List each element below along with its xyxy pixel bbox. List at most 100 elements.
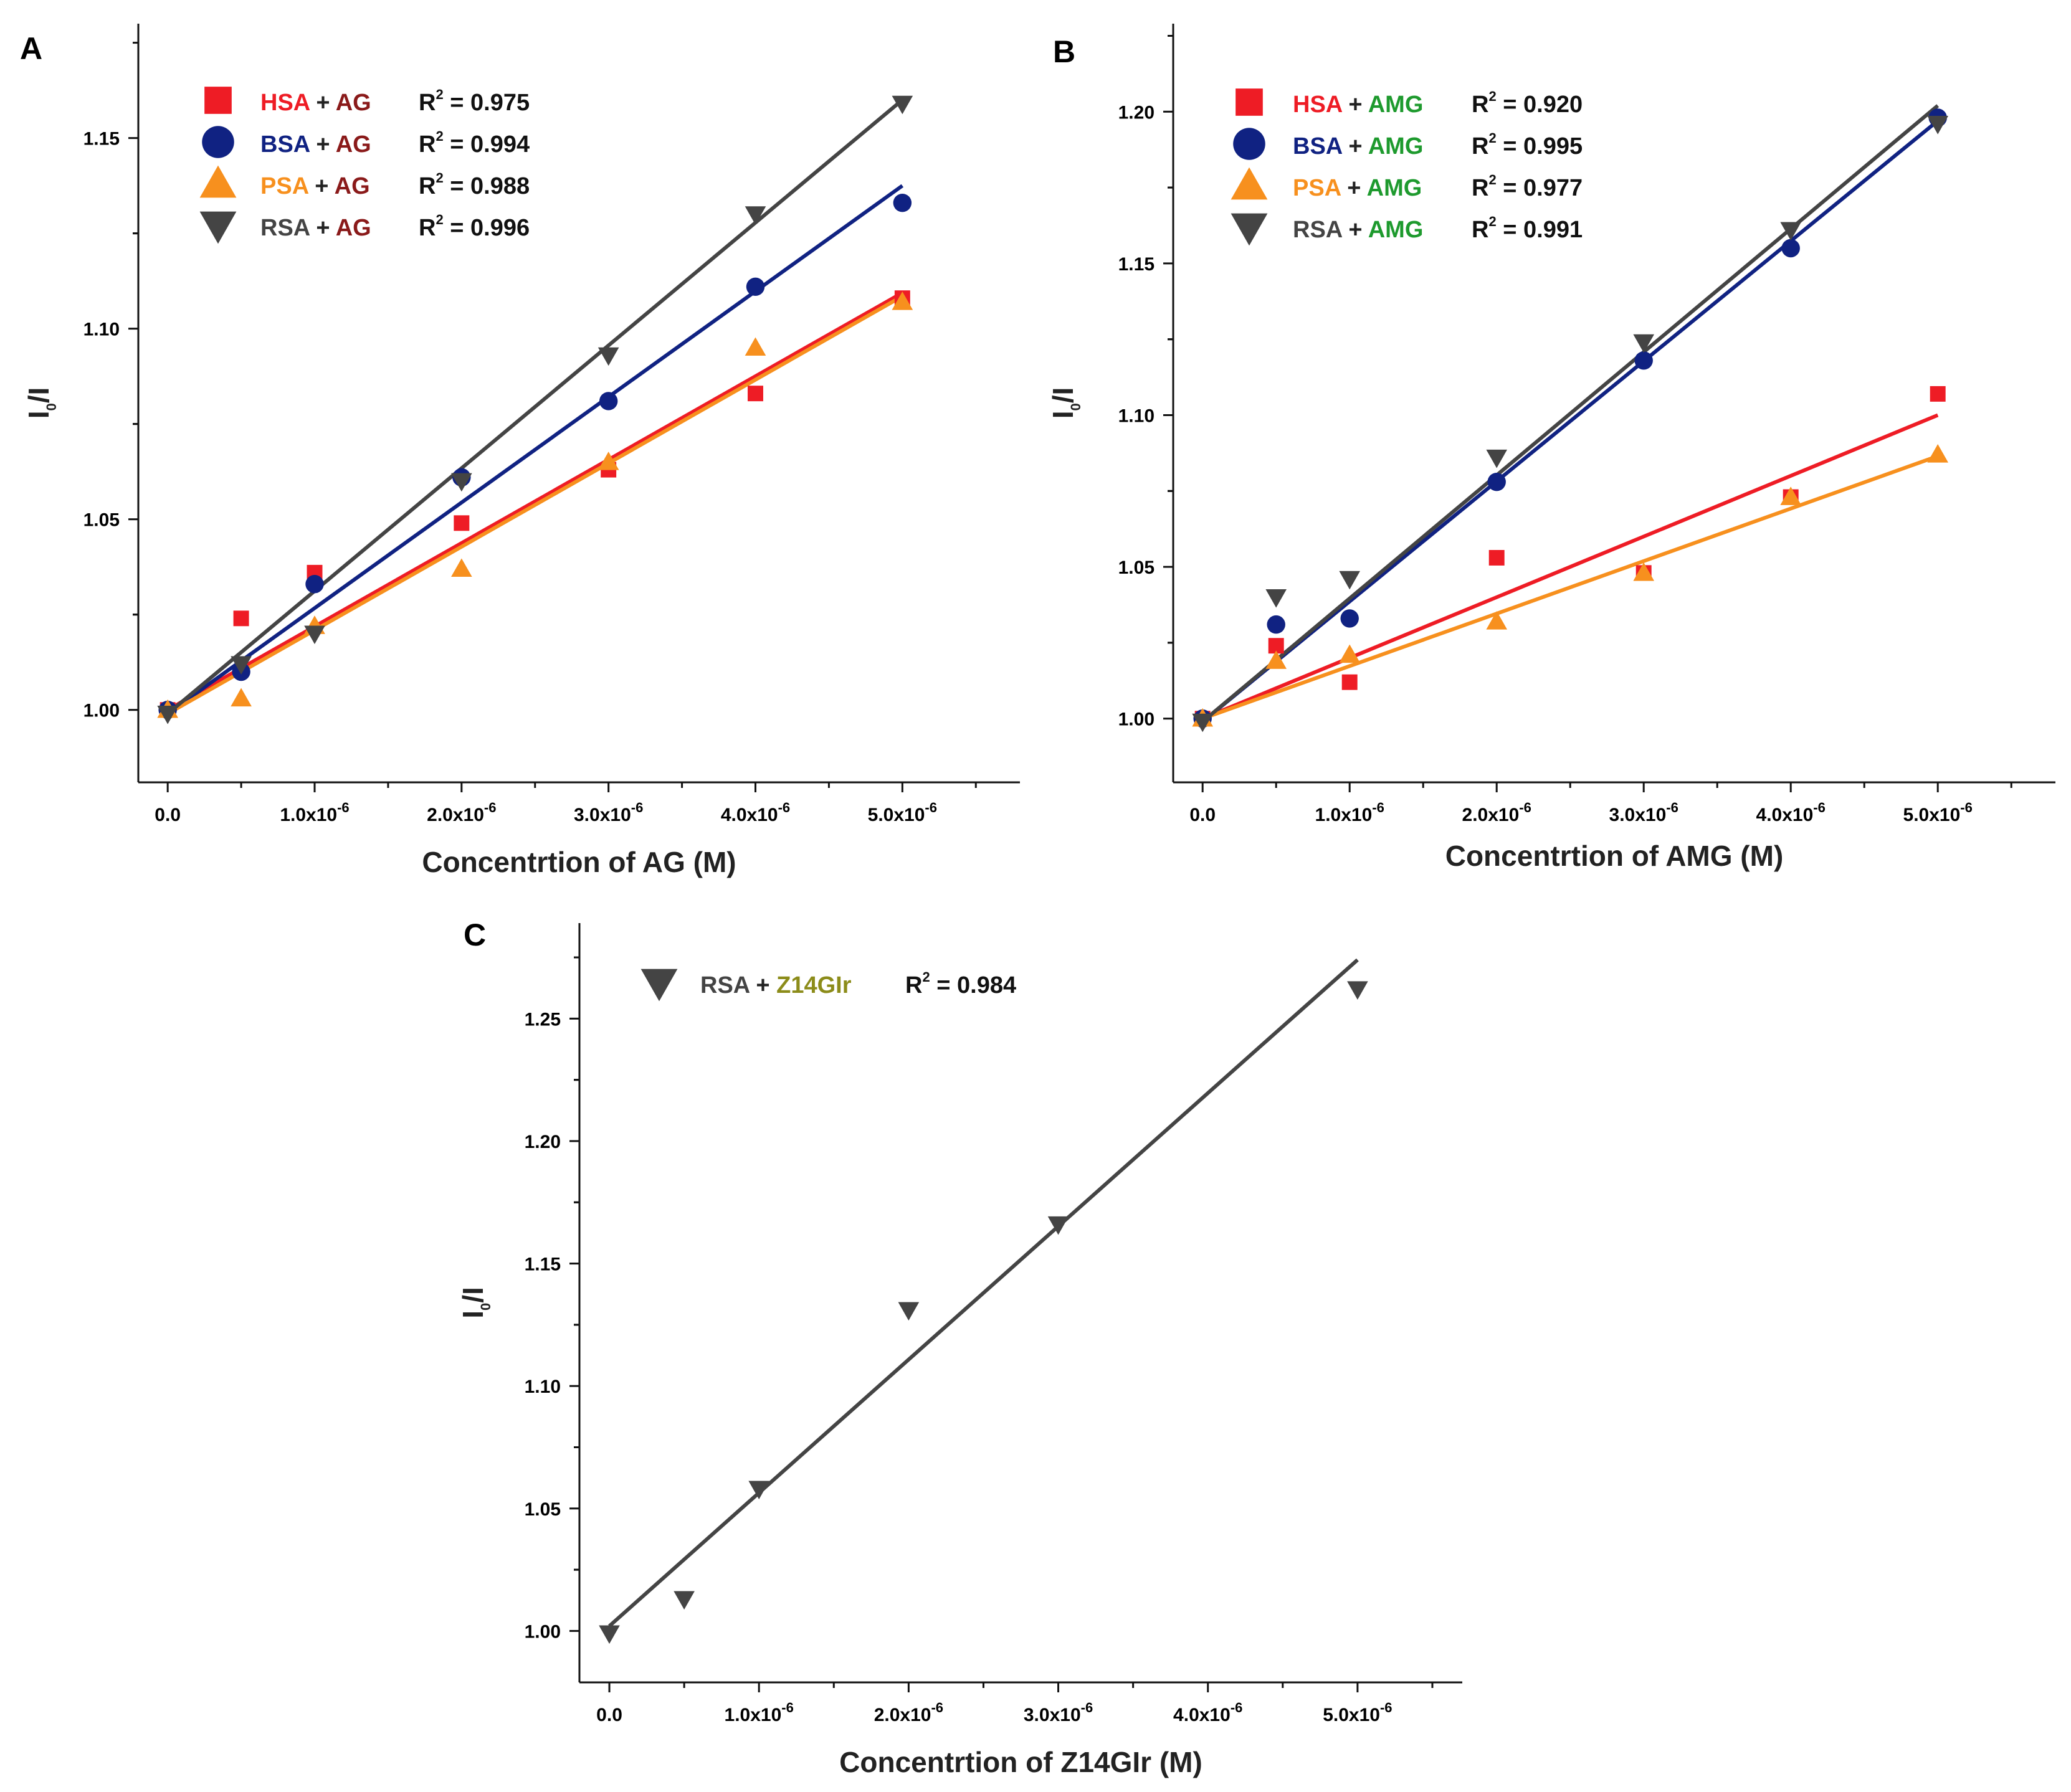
y-axis-label: I0/I (1047, 387, 1083, 419)
fit-line-hsa (1202, 413, 1939, 721)
y-tick-label: 1.15 (1118, 254, 1155, 275)
legend-r2-rsa: R2 = 0.984 (905, 969, 1016, 998)
y-tick-label: 1.00 (525, 1621, 561, 1642)
fit-line-rsa (166, 98, 904, 716)
y-tick-label: 1.10 (1118, 405, 1155, 426)
legend-r2-bsa: R2 = 0.995 (1472, 130, 1583, 159)
legend-marker-hsa (1235, 88, 1263, 116)
data-point-psa (231, 688, 252, 707)
legend-r2-rsa: R2 = 0.991 (1472, 214, 1583, 243)
legend-marker-bsa (202, 126, 234, 158)
legend-marker-hsa (204, 87, 232, 114)
fit-line-rsa (608, 958, 1359, 1628)
panel-c: C 0.0 1.0x10-6 2.0x10-6 3.0x10-6 4.0x10-6 5.0x… (457, 917, 1462, 1778)
panel-b: B 0.0 1.0x10-6 2.0x10-6 3.0x10-6 4.0x10-6 5.0x… (1047, 24, 2055, 872)
y-axis-label: I0/I (22, 387, 59, 419)
legend-r2-psa: R2 = 0.977 (1472, 172, 1583, 201)
legend-marker-rsa (1231, 213, 1268, 246)
panel-letter: B (1053, 34, 1075, 69)
data-point-rsa (599, 1625, 620, 1644)
legend-r2-psa: R2 = 0.988 (419, 170, 530, 199)
data-point-psa (1927, 444, 1948, 463)
x-tick-label: 0.0 (155, 805, 181, 825)
legend: RSA + Z14GIr R2 = 0.984 (640, 969, 1016, 1002)
data-point-rsa (231, 656, 252, 675)
panel-letter: A (20, 31, 42, 66)
data-point-hsa (1930, 386, 1946, 402)
legend-marker-bsa (1233, 128, 1265, 160)
data-point-rsa (1339, 571, 1360, 590)
legend: HSA + AMG R2 = 0.920 BSA + AMG R2 = 0.995 PS… (1231, 88, 1583, 246)
y-axis-label: I0/I (457, 1287, 493, 1319)
x-tick-label: 3.0x10-6 (1609, 800, 1678, 825)
y-tick-label: 1.20 (1118, 102, 1155, 123)
data-point-rsa (1192, 713, 1213, 732)
fit-line-hsa (166, 291, 903, 712)
legend: HSA + AG R2 = 0.975 BSA + AG R2 = 0.994 PSA … (199, 87, 530, 244)
legend-marker-psa (1231, 167, 1268, 200)
x-tick-label: 0.0 (1189, 805, 1216, 825)
data-point-rsa (892, 95, 913, 115)
data-point-psa (1780, 486, 1801, 505)
legend-r2-bsa: R2 = 0.994 (419, 128, 530, 158)
data-point-bsa (1634, 351, 1653, 370)
y-tick-label: 1.10 (83, 320, 120, 340)
y-tick-label: 1.05 (1118, 557, 1155, 578)
data-point-bsa (1267, 615, 1285, 634)
y-tick-label: 1.00 (1118, 709, 1155, 730)
legend-label-hsa: HSA + AG (260, 90, 371, 116)
data-point-hsa (748, 386, 763, 402)
legend-marker-rsa (199, 211, 237, 244)
x-tick-label: 2.0x10-6 (1462, 800, 1531, 825)
legend-label-bsa: BSA + AG (260, 131, 371, 158)
fit-line-psa (166, 295, 903, 716)
data-point-bsa (746, 277, 765, 296)
legend-label-bsa: BSA + AMG (1293, 133, 1423, 159)
y-tick-label: 1.15 (83, 129, 120, 149)
data-point-rsa (1047, 1216, 1069, 1235)
fit-line-bsa (1201, 119, 1940, 723)
data-point-psa (1265, 650, 1287, 669)
x-tick-label: 1.0x10-6 (1315, 800, 1384, 825)
x-tick-label: 4.0x10-6 (1756, 800, 1826, 825)
x-tick-label: 2.0x10-6 (427, 800, 496, 825)
data-point-rsa (1486, 449, 1507, 468)
x-tick-label: 0.0 (596, 1705, 622, 1725)
x-tick-label: 1.0x10-6 (725, 1700, 794, 1725)
x-tick-label: 4.0x10-6 (1173, 1700, 1242, 1725)
data-point-psa (745, 337, 766, 356)
legend-label-rsa: RSA + AG (260, 215, 371, 241)
x-tick-label: 2.0x10-6 (874, 1700, 943, 1725)
y-tick-label: 1.15 (525, 1254, 561, 1275)
data-point-rsa (1347, 981, 1368, 1000)
data-point-psa (597, 452, 619, 470)
legend-label-rsa: RSA + Z14GIr (700, 972, 852, 998)
legend-r2-rsa: R2 = 0.996 (419, 212, 530, 241)
data-point-rsa (1633, 334, 1654, 353)
data-point-bsa (893, 193, 912, 212)
data-point-rsa (304, 625, 325, 645)
data-point-hsa (454, 515, 470, 531)
legend-marker-rsa (640, 969, 678, 1002)
data-point-rsa (451, 473, 472, 492)
x-axis-label: Concentrtion of Z14GIr (M) (839, 1746, 1202, 1778)
data-point-psa (892, 292, 913, 310)
x-tick-label: 5.0x10-6 (1903, 800, 1973, 825)
data-point-hsa (1488, 549, 1505, 566)
data-point-hsa (233, 610, 249, 627)
data-point-rsa (157, 706, 178, 724)
panel-letter: C (464, 917, 486, 952)
fit-line-rsa (1201, 104, 1940, 723)
y-tick-label: 1.05 (83, 510, 120, 531)
x-tick-label: 3.0x10-6 (1024, 1700, 1093, 1725)
fit-line-psa (1202, 454, 1939, 721)
legend-r2-hsa: R2 = 0.920 (1472, 88, 1583, 118)
legend-label-psa: PSA + AMG (1293, 175, 1422, 201)
data-point-bsa (1781, 239, 1800, 258)
panel-a: A 0.0 1.0x10-6 2.0x10-6 3.0x10-6 4.0x10-6 5.0x… (20, 24, 1020, 878)
x-tick-label: 1.0x10-6 (280, 800, 349, 825)
data-point-rsa (1780, 222, 1801, 241)
legend-label-hsa: HSA + AMG (1293, 92, 1423, 118)
data-point-rsa (898, 1302, 920, 1321)
